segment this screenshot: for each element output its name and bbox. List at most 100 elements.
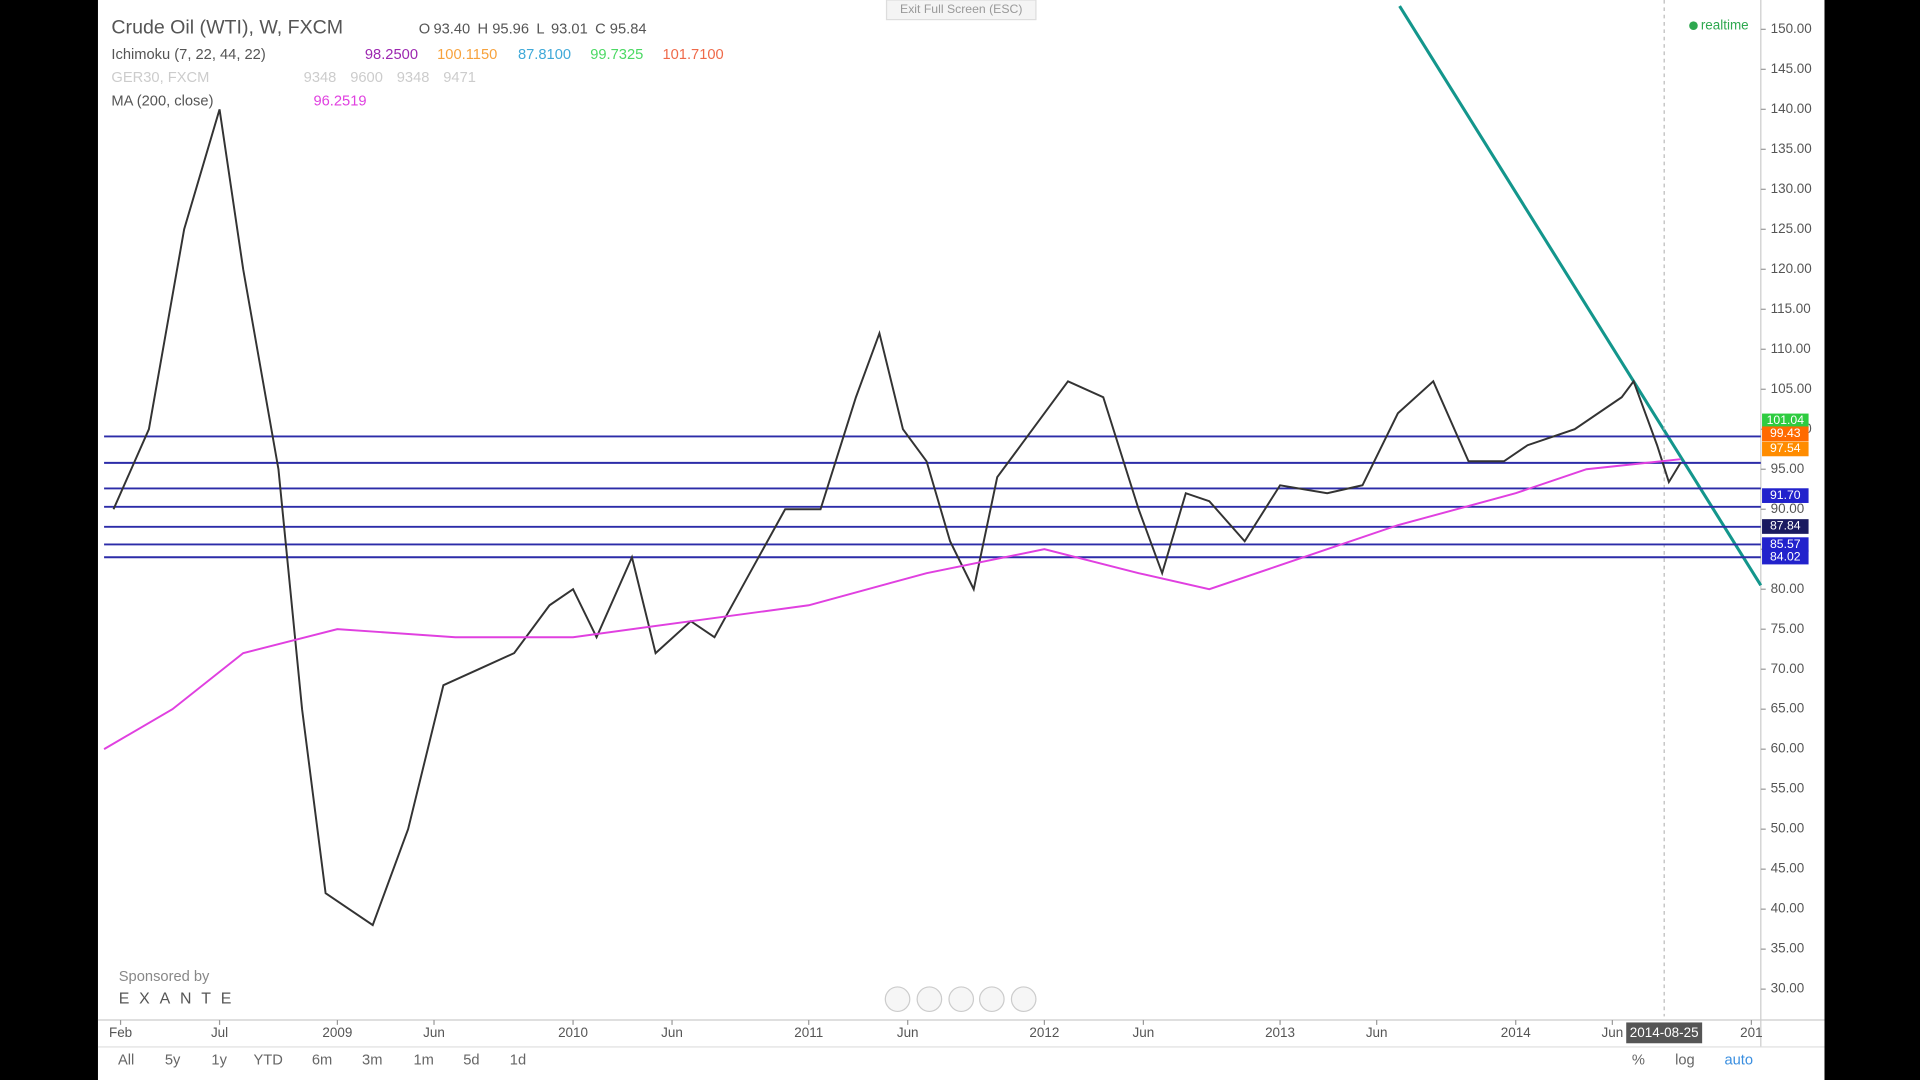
range-button[interactable]: 1d [510,1052,526,1068]
price-marker-label: 87.84 [1770,519,1801,533]
zoom-in[interactable] [978,986,1005,1013]
exit-label: Exit Full Screen (ESC) [900,2,1022,16]
indicator-value: 9471 [443,70,476,86]
plot [103,0,1761,1017]
range-button[interactable]: 5y [165,1052,181,1068]
x-tick-label: 2011 [794,1025,823,1040]
sponsor-brand: EXANTE [119,990,241,1007]
x-tick-label: Jun [1601,1025,1623,1040]
price-marker [1762,519,1809,534]
x-tick-label: 2012 [1029,1025,1059,1040]
sponsor-label: Sponsored by [119,969,210,985]
range-button[interactable]: All [118,1052,134,1068]
x-tick-label: 2014 [1501,1025,1531,1040]
x-tick-label: Jul [211,1025,228,1040]
indicator-value: 9348 [304,70,337,86]
x-tick-label: Feb [109,1025,132,1040]
x-tick-label: Jun [897,1025,919,1040]
y-tick-label: 70.00 [1771,661,1805,676]
indicator-value: 9600 [350,70,383,86]
ohlc-name: H [478,21,489,37]
y-tick-label: 40.00 [1771,901,1805,916]
y-tick-label: 145.00 [1771,61,1812,76]
price-marker [1762,413,1809,429]
ohlc-name: L [536,21,544,37]
range-button[interactable]: 3m [362,1052,382,1068]
y-tick-label: 30.00 [1771,981,1805,996]
indicator-value: 100.1150 [437,47,497,63]
realtime-dot [1689,21,1698,30]
y-tick-label: 55.00 [1771,781,1805,796]
y-tick-label: 105.00 [1771,381,1812,396]
reset[interactable] [948,986,975,1013]
ohlc-value: 93.01 [551,21,588,37]
y-tick-label: 65.00 [1771,701,1805,716]
range-button[interactable]: YTD [253,1052,282,1068]
x-tick-label: Jun [661,1025,683,1040]
price-marker-label: 84.02 [1770,549,1801,563]
y-tick-label: 35.00 [1771,941,1805,956]
ohlc-value: 93.40 [433,21,470,37]
series-line [103,458,1681,750]
cursor-date-label: 2014-08-25 [1630,1025,1699,1040]
indicator-value: 99.7325 [590,47,643,63]
y-tick-label: 80.00 [1771,581,1805,596]
series-line [112,109,1682,927]
indicator-value: 101.7100 [662,47,723,63]
y-tick-label: 130.00 [1771,181,1812,196]
x-tick-label: Jun [1366,1025,1388,1040]
nav-buttons [884,986,1037,1013]
range-button[interactable]: 6m [312,1052,332,1068]
indicator-name: MA (200, close) [111,94,213,110]
y-tick-label: 115.00 [1771,301,1811,316]
price-marker [1762,426,1809,442]
ohlc-name: O [419,21,430,37]
y-tick-label: 125.00 [1771,221,1812,236]
range-button[interactable]: 1m [413,1052,433,1068]
scale-mode-button[interactable]: log [1675,1052,1695,1068]
y-tick-label: 135.00 [1771,141,1812,156]
symbol-title: Crude Oil (WTI), W, FXCM [111,16,343,38]
indicator-value: 87.8100 [518,47,571,63]
indicator-value: 9348 [397,70,430,86]
y-tick-label: 90.00 [1771,501,1805,516]
zoom-out[interactable] [916,986,943,1013]
scale-mode-button[interactable]: auto [1724,1052,1753,1068]
y-tick-label: 120.00 [1771,261,1812,276]
price-marker [1762,441,1809,457]
x-tick-label: 201 [1740,1025,1762,1040]
scale-mode-button[interactable]: % [1632,1052,1645,1068]
y-tick-label: 50.00 [1771,821,1805,836]
indicator-name: Ichimoku (7, 22, 44, 22) [111,47,265,63]
price-marker-label: 99.43 [1770,426,1801,440]
scroll-right[interactable] [1010,986,1037,1013]
price-marker [1762,488,1809,503]
y-tick-label: 140.00 [1771,101,1812,116]
cursor-date-box [1626,1022,1703,1044]
range-button[interactable]: 5d [463,1052,479,1068]
x-tick-label: Jun [423,1025,445,1040]
price-marker-label: 91.70 [1770,488,1801,502]
price-marker [1762,549,1809,565]
y-tick-label: 110.00 [1771,341,1811,356]
x-tick-label: Jun [1133,1025,1155,1040]
y-tick-label: 60.00 [1771,741,1805,756]
y-tick-label: 45.00 [1771,861,1805,876]
price-marker-label: 97.54 [1770,441,1801,455]
y-tick-label: 150.00 [1771,21,1812,36]
x-tick-label: 2009 [322,1025,352,1040]
ohlc-value: 95.96 [492,21,529,37]
price-marker [1762,537,1809,553]
x-tick-label: 2010 [558,1025,588,1040]
realtime-label: realtime [1701,17,1749,32]
chart-panel [97,0,1825,1080]
ohlc-name: C [595,21,606,37]
x-tick-label: 2013 [1265,1025,1295,1040]
indicator-name: GER30, FXCM [111,70,209,86]
indicator-value: 98.2500 [365,47,418,63]
price-marker-label: 101.04 [1767,413,1805,427]
scroll-left[interactable] [884,986,911,1013]
range-button[interactable]: 1y [211,1052,227,1068]
exit-button[interactable] [885,0,1037,21]
